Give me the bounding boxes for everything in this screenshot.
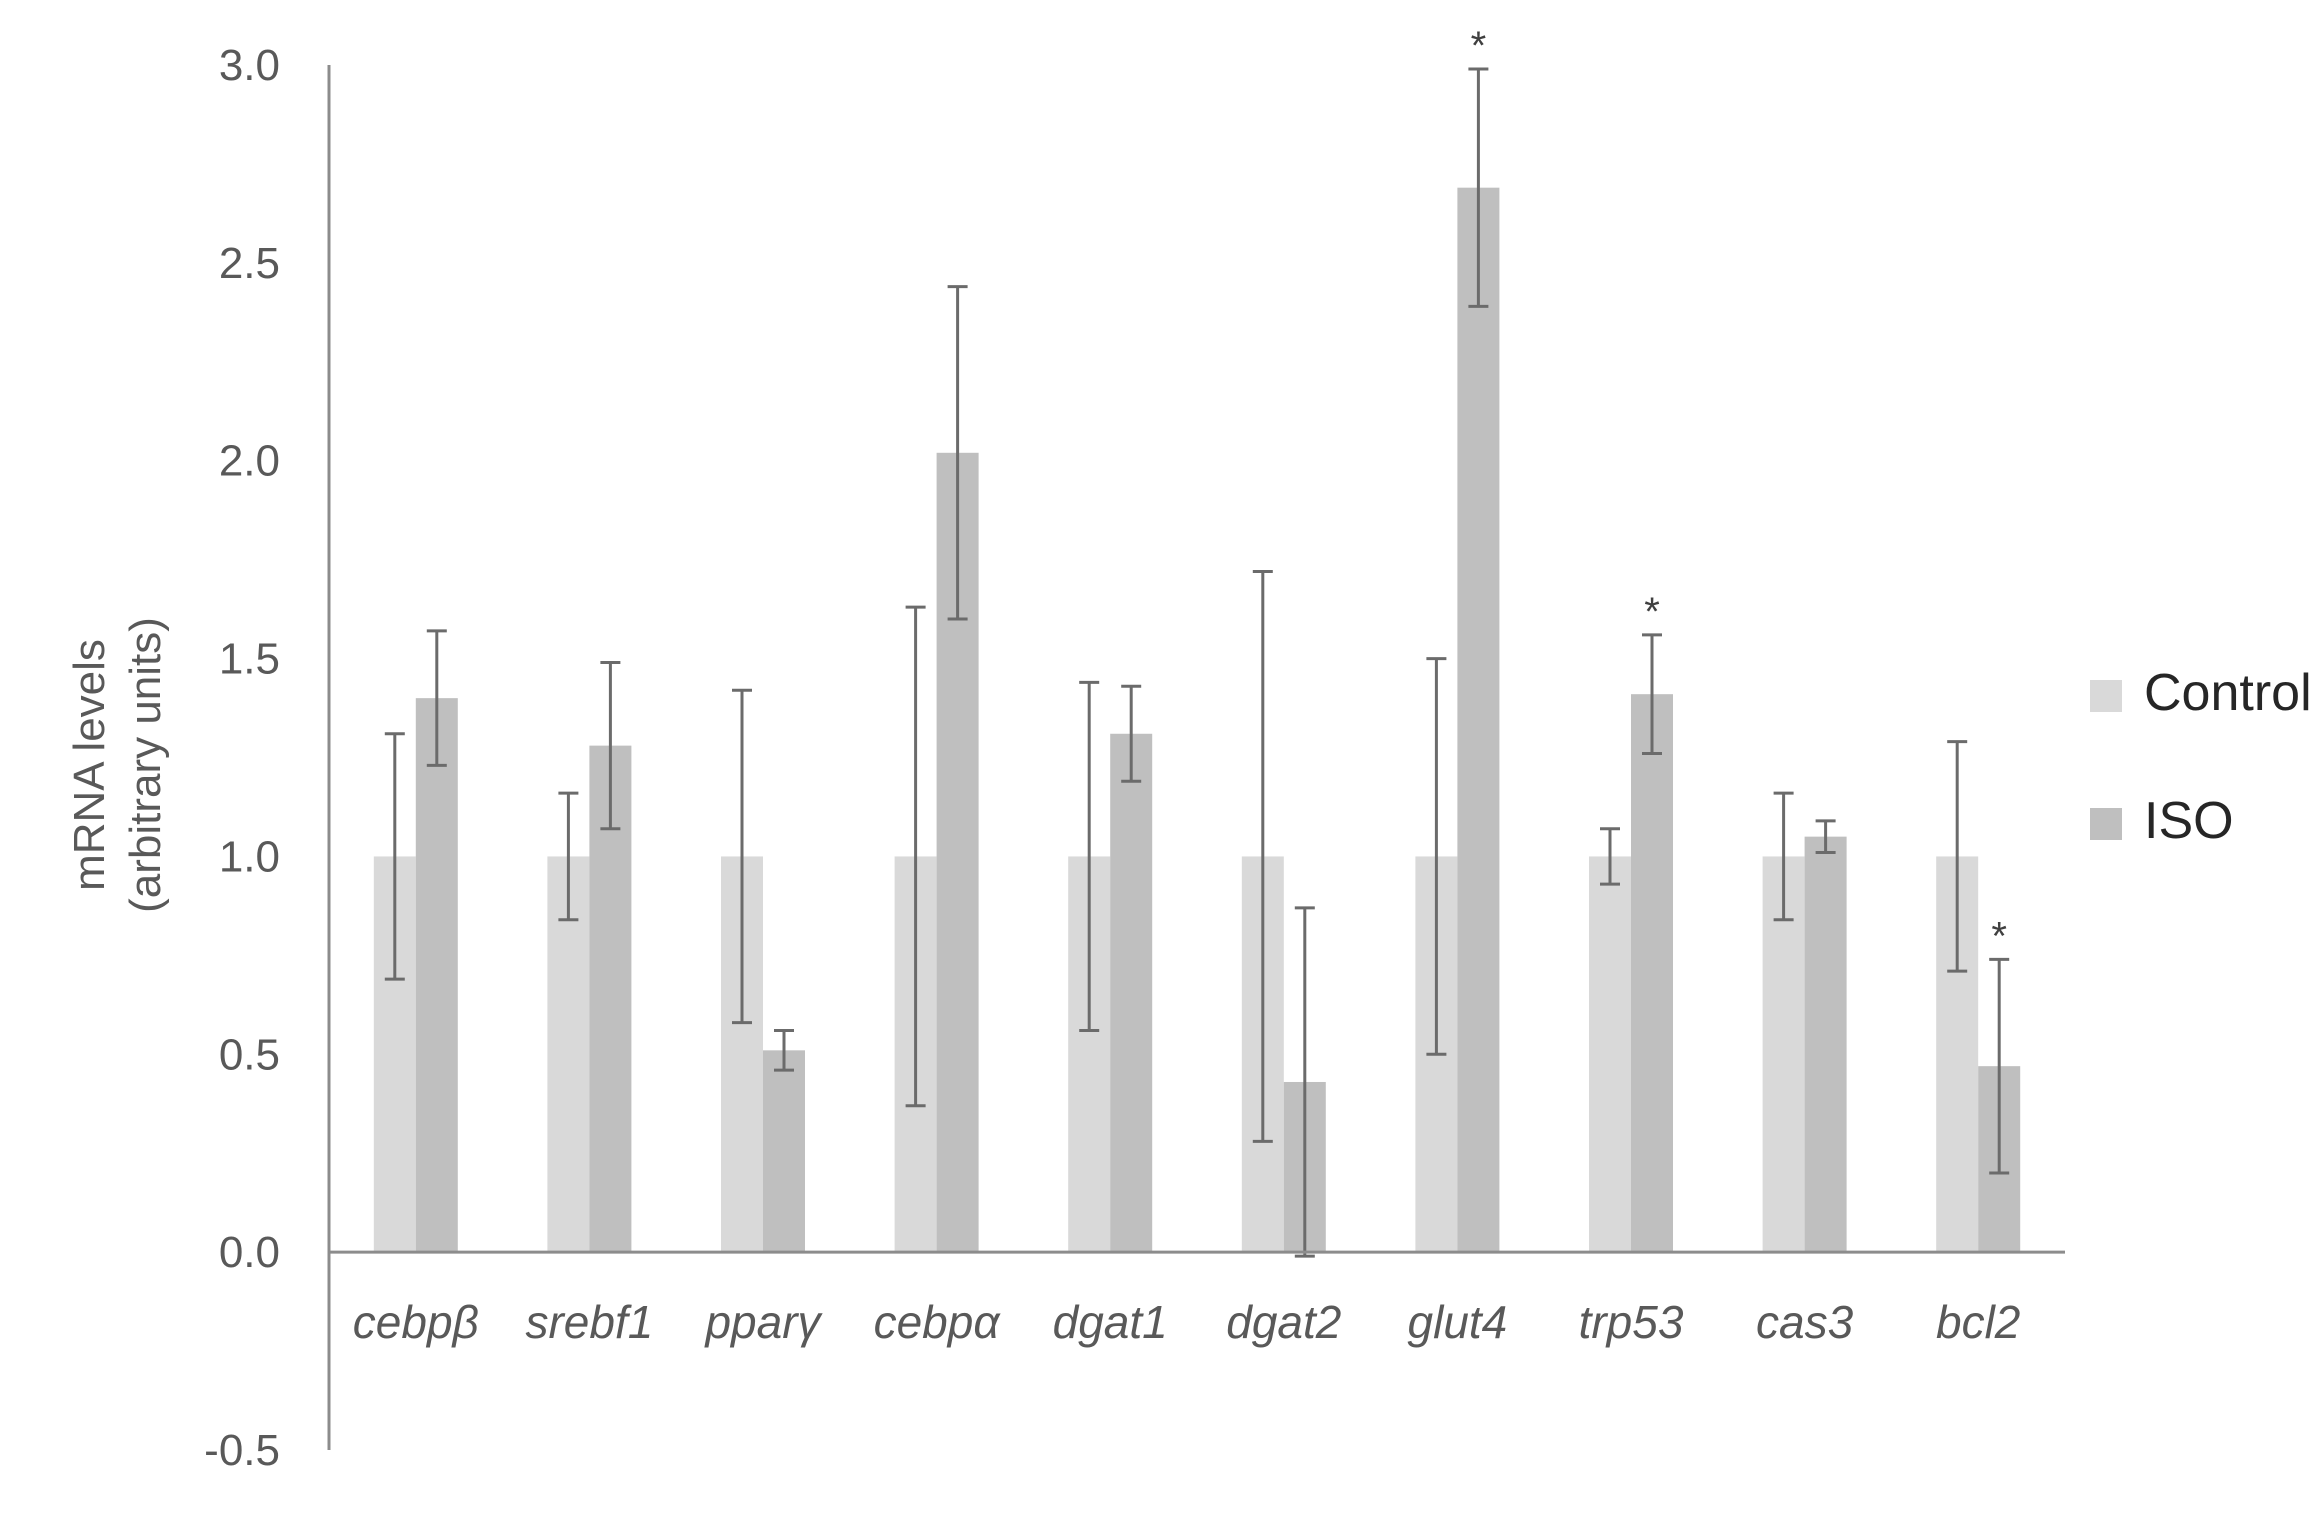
bar-control-8	[1762, 856, 1805, 1253]
category-label: pparγ	[703, 1296, 823, 1348]
error-bar-control-3	[905, 605, 926, 1108]
error-bar-control-5	[1252, 570, 1273, 1143]
y-tick-label: 0.5	[219, 1030, 280, 1079]
category-label: srebf1	[525, 1296, 653, 1348]
significance-mark: *	[1644, 590, 1660, 634]
error-bar-iso-7	[1642, 633, 1662, 756]
y-tick-label: 2.5	[219, 239, 280, 288]
category-label: bcl2	[1936, 1296, 2020, 1348]
y-tick-label: 1.0	[219, 832, 280, 881]
error-bar-iso-2	[774, 1029, 794, 1072]
category-label: cas3	[1756, 1296, 1854, 1348]
y-tick-label: 0.0	[219, 1228, 280, 1277]
legend-label-iso: ISO	[2144, 792, 2234, 850]
y-axis-title-line-1: mRNA levels	[65, 639, 114, 891]
bar-iso-4	[1110, 733, 1153, 1253]
y-tick-label: 3.0	[219, 41, 280, 90]
error-bar-control-7	[1600, 827, 1620, 886]
bar-iso-0	[415, 698, 458, 1253]
error-bar-iso-1	[600, 661, 621, 831]
y-axis-title-line-2: (arbitrary units)	[121, 617, 170, 913]
axes	[327, 65, 2065, 1450]
error-bar-control-2	[732, 688, 752, 1025]
y-axis-ticks: 3.0 2.5 2.0 1.5 1.0 0.5 0.0 -0.5	[204, 41, 280, 1475]
error-bar-control-6	[1426, 657, 1447, 1056]
bars	[373, 187, 2021, 1253]
legend-label-control: Control	[2144, 664, 2312, 722]
significance-mark: *	[1471, 24, 1487, 68]
category-labels: cebpβ srebf1 pparγ cebpα dgat1 dgat2 glut4 trp5…	[353, 1296, 2021, 1348]
bar-iso-7	[1631, 694, 1673, 1253]
y-tick-label: 1.5	[219, 635, 280, 684]
error-bar-iso-0	[426, 629, 447, 767]
error-bar-control-0	[384, 732, 405, 981]
y-axis-title: mRNA levels (arbitrary units)	[65, 617, 170, 913]
error-bars	[384, 67, 2010, 1258]
error-bar-iso-5	[1294, 906, 1315, 1258]
category-label: dgat1	[1053, 1296, 1168, 1348]
bar-control-7	[1589, 856, 1631, 1253]
category-label: dgat2	[1226, 1296, 1341, 1348]
category-label: cebpα	[874, 1296, 1002, 1348]
legend-swatch-control	[2090, 680, 2122, 712]
bar-iso-6	[1457, 187, 1500, 1253]
category-label: glut4	[1408, 1296, 1508, 1348]
error-bar-iso-3	[947, 285, 968, 621]
bar-control-1	[547, 856, 590, 1253]
error-bar-iso-8	[1815, 819, 1836, 854]
error-bar-control-1	[558, 791, 579, 922]
legend: Control ISO	[2090, 664, 2312, 850]
error-bar-iso-6	[1468, 67, 1489, 308]
significance-mark: *	[1991, 914, 2007, 958]
error-bar-iso-9	[1989, 957, 2010, 1175]
significance-marks: * * *	[1471, 24, 2007, 958]
category-label: trp53	[1579, 1296, 1684, 1348]
error-bar-iso-4	[1121, 684, 1142, 783]
error-bar-control-4	[1079, 680, 1100, 1033]
legend-swatch-iso	[2090, 808, 2122, 840]
error-bar-control-8	[1773, 791, 1794, 922]
error-bar-control-9	[1947, 740, 1968, 973]
y-tick-label: 2.0	[219, 437, 280, 486]
bar-iso-2	[763, 1050, 805, 1253]
category-label: cebpβ	[353, 1296, 479, 1348]
y-tick-label: -0.5	[204, 1426, 280, 1475]
bar-iso-8	[1804, 836, 1847, 1253]
